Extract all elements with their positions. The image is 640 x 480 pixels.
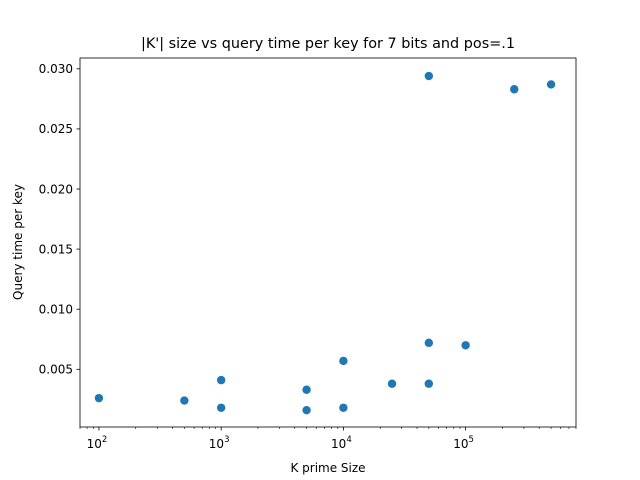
data-point	[424, 338, 434, 348]
data-point	[424, 71, 434, 81]
data-point	[180, 396, 189, 405]
chart-title: |K'| size vs query time per key for 7 bi…	[141, 36, 515, 52]
x-axis-label: K prime Size	[290, 461, 365, 475]
data-point	[510, 85, 519, 94]
data-point	[339, 403, 348, 412]
y-tick-label: 0.005	[39, 363, 73, 377]
data-point	[302, 385, 311, 394]
data-point	[94, 393, 104, 403]
data-point	[546, 80, 556, 89]
y-tick-label: 0.025	[39, 122, 73, 136]
x-tick-label: 102	[87, 435, 108, 451]
y-tick-label: 0.020	[39, 182, 73, 196]
y-tick-label: 0.010	[39, 303, 73, 317]
x-tick-label: 105	[453, 435, 474, 451]
y-axis-label: Query time per key	[11, 184, 25, 300]
data-point	[424, 379, 434, 388]
points-layer	[94, 71, 556, 415]
data-point	[302, 405, 311, 415]
y-axis-ticks: 0.005 0.010 0.015 0.020 0.025 0.030	[39, 62, 80, 377]
x-tick-label: 104	[331, 435, 352, 451]
data-point	[339, 356, 348, 366]
data-point	[216, 375, 226, 385]
y-tick-label: 0.015	[39, 242, 73, 256]
data-point	[216, 403, 226, 412]
plot-area-frame	[79, 57, 577, 428]
data-point	[461, 341, 470, 350]
data-point	[387, 379, 397, 388]
x-axis-ticks: 102 103 104 105	[79, 427, 577, 451]
x-tick-label: 103	[209, 435, 230, 451]
y-tick-label: 0.030	[39, 62, 73, 76]
